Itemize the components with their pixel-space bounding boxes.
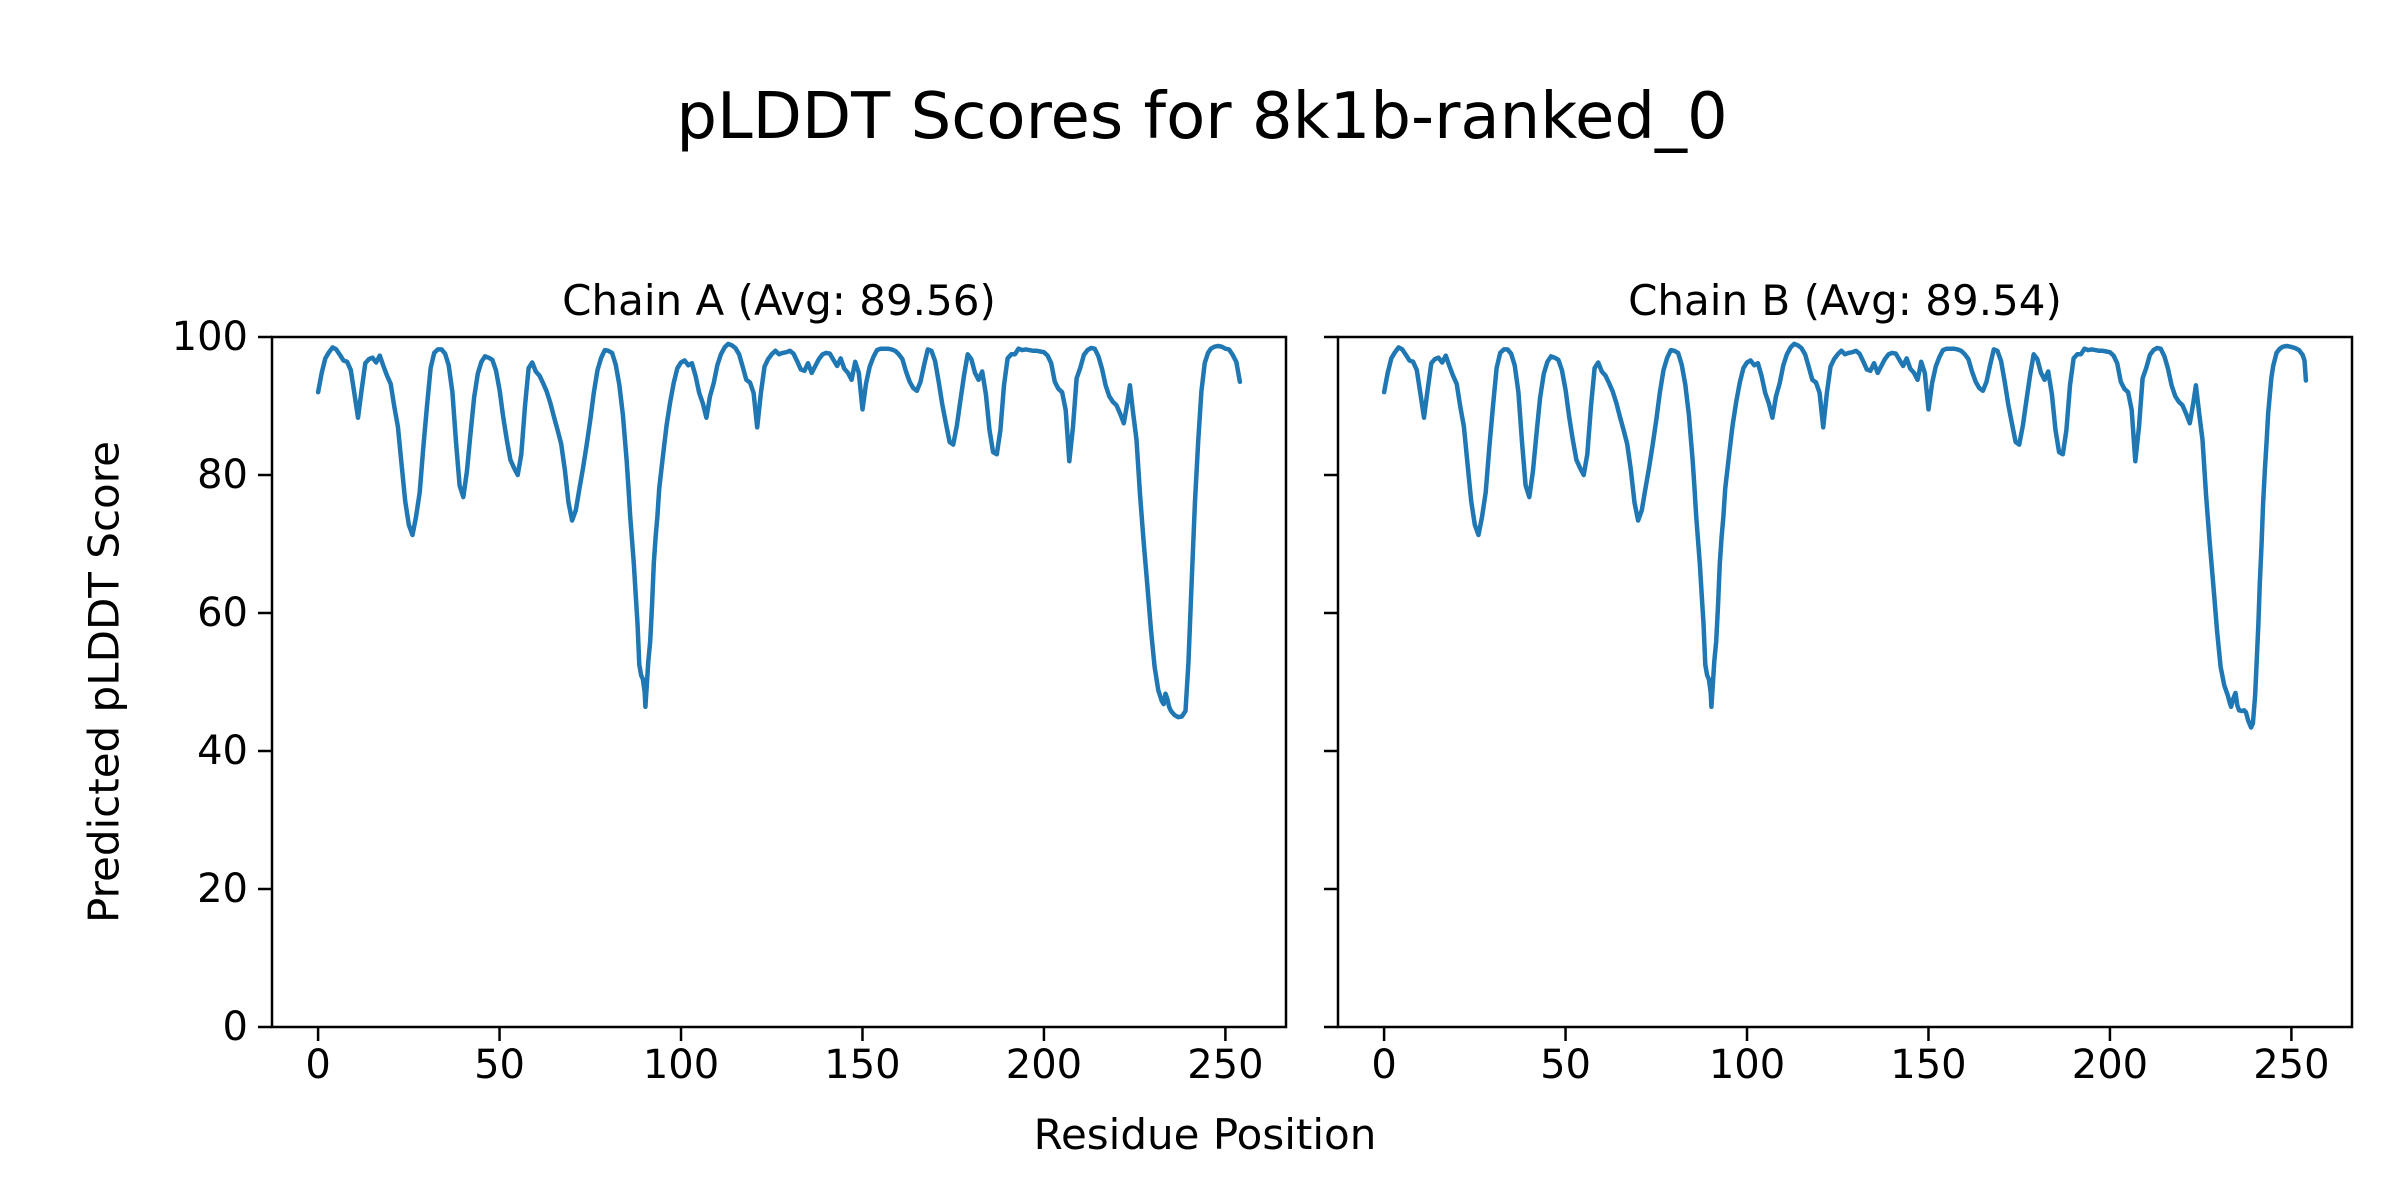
chain-a-y-tick-label: 40 [197, 728, 248, 774]
chain-a-x-tick-label: 200 [1006, 1042, 1082, 1088]
chain-b-x-tick-label: 50 [1540, 1042, 1591, 1088]
chain-b-plddt-line [1381, 341, 2309, 730]
chain-a-x-tick-label: 100 [643, 1042, 719, 1088]
chain-a-axes: 0 50 100 150 200 250 0 20 40 60 80 100 [172, 314, 1288, 1088]
chain-b-title: Chain B (Avg: 89.54) [1628, 276, 2062, 325]
chain-a-y-tick-label: 0 [223, 1004, 248, 1050]
chain-a-spines [270, 335, 1288, 1029]
chain-a-x-tick-label: 50 [474, 1042, 525, 1088]
chain-a-plddt-line [315, 341, 1243, 720]
x-axis-label: Residue Position [1033, 1110, 1377, 1159]
chain-b-x-tick-label: 0 [1371, 1042, 1396, 1088]
chain-b-x-tick-label: 150 [1890, 1042, 1966, 1088]
figure-title: pLDDT Scores for 8k1b-ranked_0 [676, 80, 1728, 154]
chain-a-y-tick-label: 80 [197, 452, 248, 498]
chain-a-y-tick-label: 60 [197, 590, 248, 636]
chain-a-x-tick-label: 0 [305, 1042, 330, 1088]
chain-b-spines [1336, 335, 2354, 1029]
chain-a-title: Chain A (Avg: 89.56) [562, 276, 996, 325]
chain-a-y-tick-label: 100 [172, 314, 248, 360]
chain-b-x-tick-label: 250 [2253, 1042, 2329, 1088]
chain-b-x-tick-label: 200 [2072, 1042, 2148, 1088]
chain-a-y-tick-label: 20 [197, 866, 248, 912]
chain-b-axes: 0 50 100 150 200 250 [1324, 335, 2354, 1088]
chain-b-x-tick-label: 100 [1709, 1042, 1785, 1088]
chain-a-x-tick-label: 250 [1187, 1042, 1263, 1088]
chain-a-x-tick-label: 150 [824, 1042, 900, 1088]
